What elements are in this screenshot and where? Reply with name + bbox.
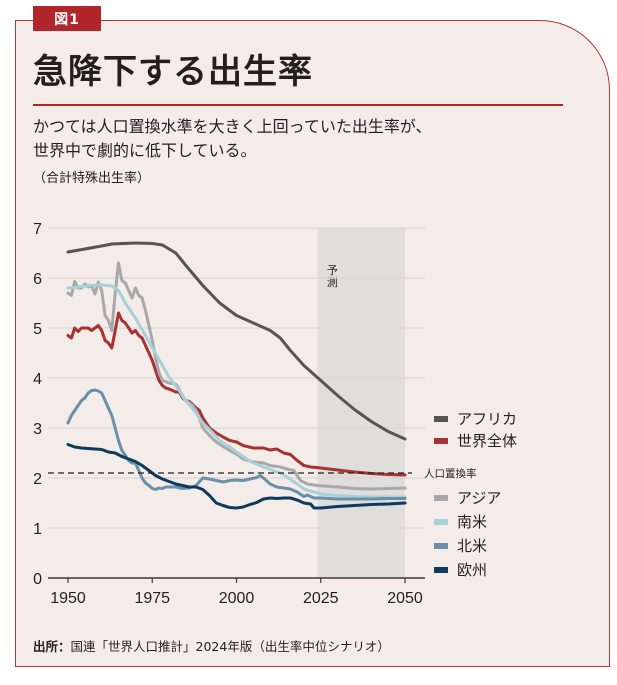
legend-label: 南米 [457,513,487,531]
subtitle-line-1: かつては人口置換水準を大きく上回っていた出生率が、 [33,117,432,136]
legend-label: アフリカ [457,410,517,428]
figure-title: 急降下する出生率 [33,52,313,92]
legend-swatch [434,519,448,525]
title-divider [33,104,563,106]
legend-swatch [434,416,448,422]
unit-label: （合計特殊出生率） [33,171,151,186]
y-tick-label: 6 [33,271,42,288]
x-tick-label: 1950 [50,590,86,607]
legend-swatch [434,495,448,501]
subtitle-line-2: 世界中で劇的に低下している。 [33,141,257,160]
forecast-label-char: 予 [327,264,338,277]
x-tick-label: 1975 [134,590,170,607]
y-tick-label: 1 [33,521,42,538]
forecast-label-char: 測 [327,275,338,289]
replacement-rate-label: 人口置換率 [424,467,477,480]
series-line-北米 [66,388,407,501]
series-line-アフリカ [66,241,407,441]
source-label: 出所： [33,639,71,654]
source-text: 国連「世界人口推計」2024年版（出生率中位シナリオ） [70,639,390,654]
y-tick-label: 5 [33,321,42,338]
forecast-band [317,228,405,578]
y-tick-label: 4 [33,371,42,388]
legend-swatch [434,567,448,573]
y-tick-label: 2 [33,471,42,488]
x-tick-label: 2050 [387,590,423,607]
subtitle: かつては人口置換水準を大きく上回っていた出生率が、 世界中で劇的に低下している。 [33,115,432,163]
legend-label: 世界全体 [457,432,517,450]
y-tick-label: 3 [33,421,42,438]
legend-label: アジア [457,489,501,507]
series-line-世界全体 [66,311,407,477]
series-line-南米 [66,283,407,499]
figure-tag: 図1 [33,6,101,31]
legend-swatch [434,543,448,549]
legend-swatch [434,438,448,444]
series-line-アジア [66,261,407,491]
y-tick-label: 0 [33,571,42,588]
source-note: 出所：国連「世界人口推計」2024年版（出生率中位シナリオ） [33,636,390,655]
y-tick-label: 7 [33,221,42,238]
legend-label: 欧州 [457,561,487,579]
x-tick-label: 2025 [303,590,339,607]
legend-label: 北米 [457,537,487,555]
x-tick-label: 2000 [219,590,255,607]
series-line-欧州 [66,443,407,510]
